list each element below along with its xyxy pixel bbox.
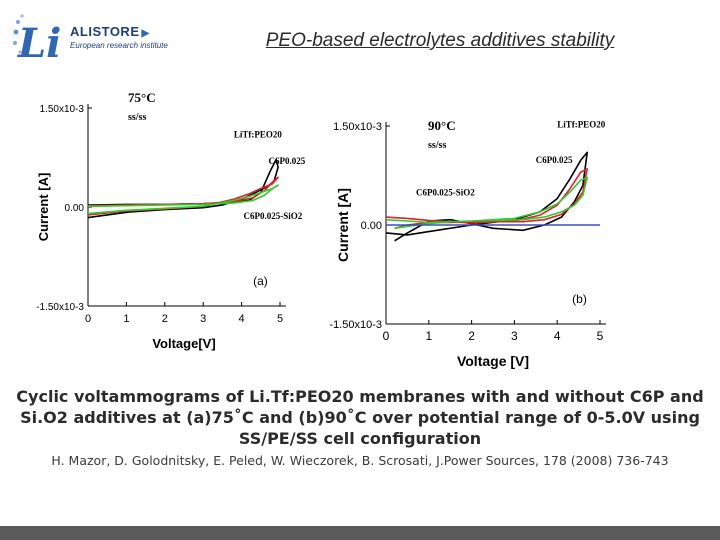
cv-figure: 0 1 2 3 4 5 1.50x10-3 0.00 -1.50x10-3 Voltage[V] C…	[36, 90, 606, 369]
logo-brand: ALISTORE ▶	[70, 24, 150, 39]
panel-b-x-tick-label: 0	[383, 329, 390, 343]
panel-b-x-tick-label: 3	[511, 329, 518, 343]
panel-b-y-tick-label: 1.50x10-3	[333, 121, 382, 133]
panel-b-y-tick-label: 0.00	[361, 220, 382, 232]
logo-dots-icon	[13, 14, 24, 54]
panel-b-y-axis-label: Current [A]	[335, 188, 351, 262]
figure-caption: Cyclic voltammograms of Li.Tf:PEO20 memb…	[16, 387, 704, 448]
panel-b-series-green	[385, 176, 589, 230]
footer-bar	[0, 526, 720, 540]
panel-b-x-tick-label: 5	[597, 329, 604, 343]
panel-b-electrode-label: ss/ss	[428, 140, 446, 151]
panel-b-legend-red: C6P0.025	[536, 155, 573, 165]
logo-subtitle: European research institute	[70, 41, 168, 50]
panel-a-x-tick-label: 3	[200, 313, 206, 325]
panel-a-x-tick-label: 2	[162, 313, 168, 325]
panel-b-x-tick-label: 2	[468, 329, 475, 343]
panel-b-panel-label: (b)	[572, 292, 587, 306]
logo-li-mark: Li	[18, 20, 62, 67]
panel-a-legend-green: C6P0.025-SiO2	[244, 211, 303, 221]
panel-a-y-tick-label: -1.50x10-3	[36, 302, 84, 313]
panel-a-legend-red: C6P0.025	[268, 156, 305, 166]
panel-b-x-axis-label: Voltage [V]	[457, 353, 529, 369]
panel-a-y-tick-label: 1.50x10-3	[40, 104, 85, 115]
panel-a-y-axis-label: Current [A]	[36, 173, 51, 242]
panel-a-temperature-label: 75°C	[128, 90, 156, 105]
panel-b-legend-green: C6P0.025-SiO2	[416, 187, 475, 197]
panel-a-legend-black: LiTf:PEO20	[234, 130, 283, 140]
panel-a-x-axis-label: Voltage[V]	[152, 336, 215, 351]
panel-b-temperature-label: 90°C	[428, 118, 456, 133]
play-triangle-icon: ▶	[141, 28, 150, 39]
logo-brand-text: ALISTORE	[70, 24, 140, 39]
alistore-logo: Li ALISTORE ▶ European research institute	[4, 6, 174, 76]
slide-title: PEO-based electrolytes additives stabili…	[265, 30, 615, 51]
panel-b-x-tick-label: 1	[425, 329, 432, 343]
panel-a-series-black	[87, 158, 279, 219]
figure-panel: 0 1 2 3 4 5 1.50x10-3 0.00 -1.50x10-3 Voltage[V] C…	[22, 88, 688, 380]
panel-b-legend-black: LiTf:PEO20	[557, 119, 606, 129]
panel-a-x-tick-label: 4	[239, 313, 245, 325]
panel-a-x-tick-label: 1	[123, 313, 129, 325]
panel-a-x-tick-label: 5	[277, 313, 283, 325]
panel-a-series-green	[87, 184, 279, 215]
reference-citation: H. Mazor, D. Golodnitsky, E. Peled, W. W…	[51, 453, 669, 468]
panel-a-panel-label: (a)	[253, 274, 268, 288]
panel-b-y-tick-label: -1.50x10-3	[329, 319, 382, 331]
panel-b-x-tick-label: 4	[554, 329, 561, 343]
panel-a-electrode-label: ss/ss	[128, 112, 146, 123]
panel-a-x-tick-label: 0	[85, 313, 91, 325]
panel-a-y-tick-label: 0.00	[65, 203, 85, 214]
